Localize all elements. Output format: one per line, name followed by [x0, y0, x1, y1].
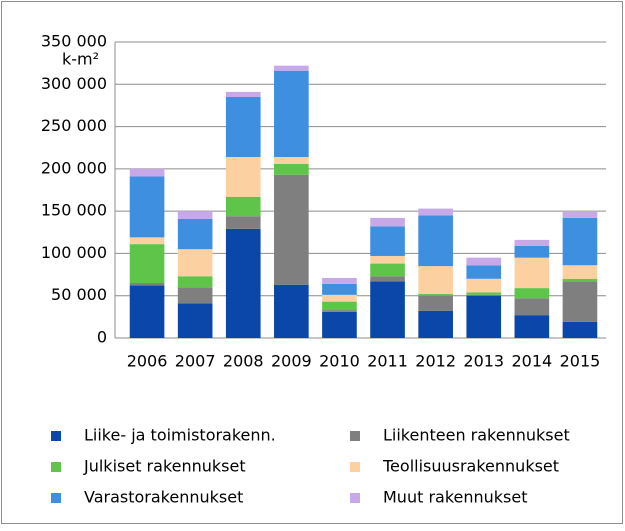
bar-segment — [514, 288, 550, 299]
bar-segment — [562, 278, 598, 282]
bar-segment — [322, 311, 357, 338]
bar-segment — [562, 265, 598, 279]
y-tick-label: 150 000 — [41, 201, 107, 220]
x-tick-label: 2006 — [127, 352, 168, 371]
bar-segment — [177, 287, 213, 304]
legend-swatch — [51, 431, 61, 441]
bar-segment — [274, 65, 309, 71]
y-tick-label: 200 000 — [41, 158, 107, 177]
legend-swatch — [51, 462, 61, 472]
bar-segment — [418, 266, 453, 295]
x-tick-label: 2010 — [319, 352, 360, 371]
legend-label: Liikenteen rakennukset — [383, 426, 570, 445]
bar-segment — [322, 301, 357, 311]
y-tick-label: 100 000 — [41, 243, 107, 262]
bar-segment — [514, 257, 550, 289]
bar-segment — [177, 211, 213, 219]
bar-segment — [418, 208, 453, 216]
bar-segment — [466, 292, 502, 295]
bar-segment — [225, 228, 261, 338]
bar-segment — [177, 276, 213, 288]
bar-segment — [225, 96, 261, 158]
legend-label: Teollisuusrakennukset — [382, 457, 559, 476]
y-tick-label: 0 — [97, 328, 107, 347]
x-tick-label: 2014 — [511, 352, 552, 371]
bar-segment — [274, 70, 309, 158]
y-unit: k-m² — [62, 50, 99, 69]
bar-segment — [322, 310, 357, 312]
bar-segment — [514, 315, 550, 338]
bar-segment — [562, 281, 598, 322]
bar-segment — [129, 237, 165, 245]
bar-segment — [225, 91, 261, 97]
bar-segment — [322, 294, 357, 302]
bar-segment — [370, 217, 405, 227]
bar-segment — [418, 294, 453, 296]
y-tick-label: 50 000 — [51, 285, 107, 304]
bar-segment — [225, 196, 261, 217]
x-tick-label: 2015 — [560, 352, 601, 371]
bar-segment — [225, 157, 261, 197]
legend-label: Julkiset rakennukset — [83, 457, 246, 476]
bar-segment — [562, 321, 598, 338]
bar-segment — [274, 157, 309, 164]
bar-segment — [177, 303, 213, 338]
bar-segment — [466, 295, 502, 338]
y-tick-label: 300 000 — [41, 74, 107, 93]
bar-segment — [370, 263, 405, 277]
bar-segment — [322, 283, 357, 295]
bar-segment — [129, 168, 165, 177]
bar-segment — [466, 294, 502, 296]
bar-segment — [129, 285, 165, 338]
bar-segment — [418, 295, 453, 311]
y-tick-label: 250 000 — [41, 116, 107, 135]
bar-segment — [370, 255, 405, 264]
bar-segment — [274, 174, 309, 285]
bar-segment — [466, 257, 502, 266]
legend-swatch — [350, 493, 360, 503]
x-tick-label: 2013 — [463, 352, 504, 371]
bar-segment — [370, 226, 405, 256]
x-tick-label: 2009 — [271, 352, 312, 371]
legend-label: Liike- ja toimistorakenn. — [84, 426, 276, 445]
bar-segment — [418, 215, 453, 267]
bar-segment — [370, 281, 405, 338]
bar-segment — [370, 276, 405, 282]
bar-segment — [514, 245, 550, 258]
bar-segment — [177, 249, 213, 277]
bar-segment — [562, 211, 598, 218]
bar-segment — [466, 265, 502, 279]
legend-label: Varastorakennukset — [84, 488, 243, 507]
x-tick-label: 2008 — [223, 352, 264, 371]
bar-segment — [129, 283, 165, 286]
y-tick-label: 350 000 — [41, 32, 107, 51]
bar-segment — [274, 163, 309, 175]
x-tick-label: 2011 — [367, 352, 408, 371]
bar-segment — [129, 244, 165, 284]
x-tick-label: 2012 — [415, 352, 456, 371]
bar-segment — [514, 298, 550, 316]
bar-segment — [322, 277, 357, 284]
legend-label: Muut rakennukset — [383, 488, 528, 507]
bar-segment — [466, 278, 502, 293]
bar-segment — [225, 216, 261, 229]
bar-segment — [177, 218, 213, 250]
bar-segment — [562, 217, 598, 266]
bar-segment — [274, 284, 309, 338]
bar-segment — [129, 176, 165, 238]
bar-segment — [514, 239, 550, 246]
legend-swatch — [350, 462, 360, 472]
legend-swatch — [51, 493, 61, 503]
x-tick-label: 2007 — [175, 352, 216, 371]
bar-segment — [418, 310, 453, 338]
legend-swatch — [350, 431, 360, 441]
